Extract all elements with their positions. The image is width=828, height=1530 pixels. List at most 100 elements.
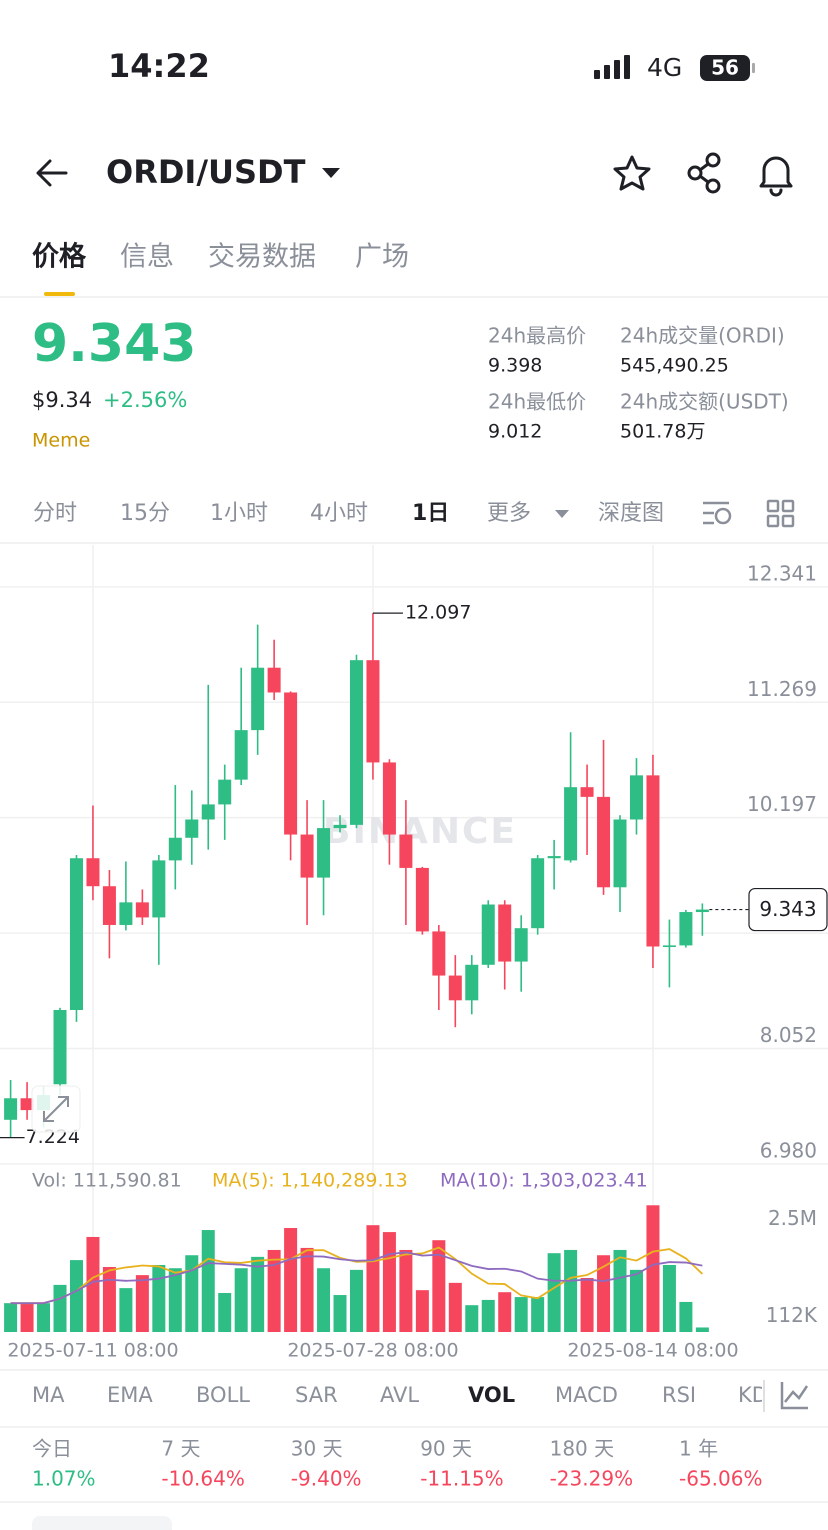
fullscreen-button[interactable]: [31, 1085, 81, 1133]
volume-bar: [613, 1249, 627, 1332]
stat-value: 9.012: [488, 421, 542, 443]
tab-indicator: [44, 292, 75, 296]
indicator-tab[interactable]: MA: [32, 1383, 65, 1407]
candle-body: [564, 787, 578, 861]
candle-body: [613, 819, 627, 888]
candle-body: [646, 775, 660, 947]
last-price-tag: [748, 887, 828, 932]
volume-bar: [4, 1303, 18, 1332]
layout-button[interactable]: [766, 499, 795, 528]
interval-tab[interactable]: 更多: [487, 501, 531, 526]
category-tag[interactable]: Meme: [32, 430, 90, 452]
volume-bar: [662, 1264, 676, 1332]
stat-label: 24h最高价: [488, 324, 586, 348]
volume-legend: Vol: 111,590.81: [32, 1170, 182, 1192]
period-label: 7 天: [161, 1437, 200, 1461]
volume-bar: [300, 1247, 314, 1332]
interval-tab[interactable]: 分时: [33, 501, 77, 526]
candle-body: [695, 909, 709, 913]
period-label: 1 年: [679, 1437, 718, 1461]
network: 4G: [647, 53, 682, 82]
candle-body: [102, 886, 116, 925]
candle-body: [547, 856, 561, 859]
period-change: -11.15%: [420, 1467, 503, 1491]
indicator-tab[interactable]: SAR: [295, 1383, 338, 1407]
favorite-button[interactable]: [613, 155, 651, 191]
more-caret[interactable]: [555, 510, 569, 518]
signal-icon: [594, 55, 630, 79]
indicator-tab[interactable]: VOL: [468, 1383, 515, 1407]
y-tick-label: 10.197: [747, 792, 817, 816]
price-change: +2.56%: [103, 388, 187, 412]
interval-tab[interactable]: 4小时: [310, 501, 368, 526]
volume-bar: [234, 1268, 248, 1332]
volume-bar: [135, 1275, 149, 1332]
high-label: 12.097: [405, 602, 471, 624]
volume-bar: [382, 1232, 396, 1332]
volume-bar: [432, 1240, 446, 1332]
volume-bar: [547, 1253, 561, 1332]
indicator-tab[interactable]: AVL: [380, 1383, 419, 1407]
volume-bar: [564, 1249, 578, 1332]
pair-dropdown[interactable]: [322, 168, 340, 178]
candle-body: [432, 931, 446, 976]
volume-bar: [415, 1290, 429, 1332]
volume-bar: [20, 1303, 34, 1332]
stat-label: 24h成交量(ORDI): [620, 324, 785, 348]
indicator-mask: [762, 1372, 828, 1424]
y-tick-label: 8.052: [760, 1023, 817, 1047]
tab[interactable]: 交易数据: [208, 242, 316, 273]
volume-bar: [333, 1295, 347, 1332]
interval-tab[interactable]: 1小时: [210, 501, 268, 526]
volume-bar: [317, 1268, 331, 1332]
volume-bar: [37, 1303, 51, 1332]
candle-body: [300, 834, 314, 878]
tab[interactable]: 广场: [355, 242, 409, 273]
volume-bar: [349, 1269, 363, 1332]
volume-bar: [102, 1267, 116, 1332]
indicator-tab[interactable]: EMA: [107, 1383, 153, 1407]
period-change: 1.07%: [32, 1467, 96, 1491]
interval-tab[interactable]: 15分: [120, 501, 170, 526]
candle-body: [251, 667, 265, 731]
period-label: 180 天: [550, 1437, 615, 1461]
candle-body: [267, 667, 281, 693]
candle-body: [531, 858, 545, 929]
pair-title[interactable]: ORDI/USDT: [106, 153, 306, 191]
back-button[interactable]: [36, 159, 68, 187]
volume-bar: [69, 1260, 83, 1332]
volume-bar: [119, 1288, 133, 1332]
x-tick-label: 2025-08-14 08:00: [567, 1340, 738, 1362]
volume-bar: [168, 1268, 182, 1332]
volume-bar: [514, 1297, 528, 1332]
volume-tick-label: 112K: [766, 1303, 818, 1327]
candle-body: [448, 975, 462, 1001]
volume-bar: [366, 1225, 380, 1332]
section-tab[interactable]: [32, 1516, 172, 1530]
volume-bar: [465, 1305, 479, 1332]
battery: [700, 55, 750, 81]
volume-bar: [53, 1284, 67, 1332]
alert-button[interactable]: [759, 156, 793, 197]
candle-body: [662, 945, 676, 948]
tab[interactable]: 信息: [120, 242, 174, 273]
indicator-settings-button[interactable]: [780, 1382, 809, 1410]
tab[interactable]: 价格: [32, 242, 87, 273]
x-tick-label: 2025-07-11 08:00: [7, 1340, 178, 1362]
volume-ma-line: [10, 1251, 703, 1305]
stat-value: 501.78万: [620, 421, 705, 443]
share-button[interactable]: [687, 152, 721, 194]
stat-label: 24h成交额(USDT): [620, 390, 789, 414]
interval-tab[interactable]: 1日: [412, 501, 449, 526]
period-change: -9.40%: [291, 1467, 362, 1491]
interval-tab[interactable]: 深度图: [598, 501, 664, 526]
indicator-tab[interactable]: MACD: [555, 1383, 618, 1407]
candle-body: [415, 867, 429, 932]
candle-body: [465, 964, 479, 1001]
indicator-tab[interactable]: RSI: [662, 1383, 696, 1407]
candle-body: [580, 787, 594, 797]
indicator-tab[interactable]: BOLL: [196, 1383, 250, 1407]
chart-settings-button[interactable]: [703, 501, 732, 525]
